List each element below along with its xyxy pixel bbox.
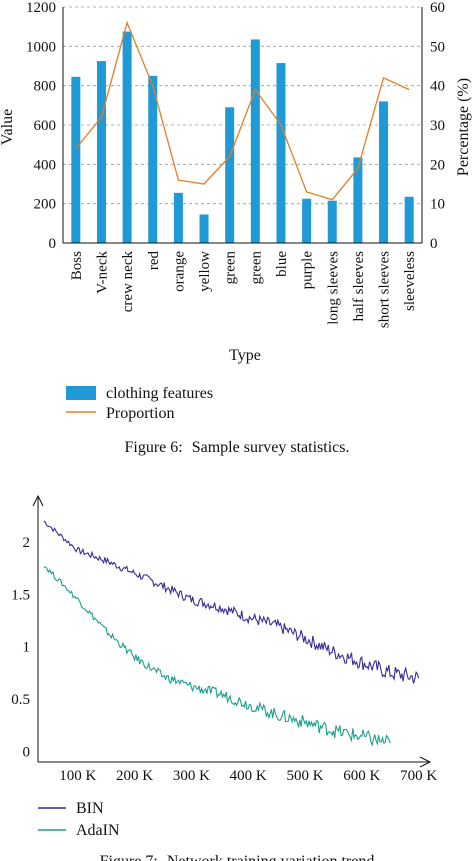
fig6-category-label: red	[146, 251, 162, 271]
fig7-caption-prefix: Figure 7:	[100, 853, 158, 861]
fig6-y2label: Percentage (%)	[455, 78, 472, 176]
fig6-bar	[96, 61, 106, 244]
fig7-caption-text: Network training variation trend	[167, 853, 375, 861]
fig6-bar	[148, 75, 158, 243]
fig7-line-adain	[43, 566, 391, 747]
fig7-x-tick-label: 200 K	[116, 768, 153, 784]
fig6-bar	[71, 76, 81, 243]
fig6-category-labels: Boss V-neck crew neck red orange yellow green g…	[69, 251, 418, 329]
fig7-y-tick-label: 1.5	[11, 587, 30, 603]
fig7-x-tick-label: 400 K	[230, 768, 267, 784]
fig6-category-label: purple	[300, 251, 316, 290]
fig6-left-tick-labels: 0 200 400 600 800 1000 1200	[26, 0, 56, 252]
fig7-y-tick-label: 1	[23, 640, 31, 656]
fig6-left-tick-label: 400	[34, 157, 57, 173]
fig6-right-tick-label: 40	[430, 79, 445, 95]
fig6-bars	[71, 31, 414, 244]
fig7-axes	[32, 494, 432, 768]
fig7-legend-bin-label: BIN	[76, 800, 104, 817]
fig6-bar	[379, 101, 389, 244]
fig6-category-label: short sleeves	[377, 251, 393, 328]
fig6-ylabel: Value	[0, 109, 16, 145]
fig7-legend-adain-label: AdaIN	[76, 822, 120, 839]
fig6-right-tick-label: 0	[430, 236, 438, 252]
fig6-category-label: blue	[274, 251, 290, 277]
fig7-x-tick-label: 500 K	[286, 768, 323, 784]
fig6-legend-bar-swatch	[66, 386, 96, 400]
figure6-bar-line-chart: 0 200 400 600 800 1000 1200 0 10 20 30 40 50 60 Boss…	[0, 0, 472, 456]
fig6-left-tick-label: 1200	[26, 0, 56, 16]
fig6-bar	[327, 200, 337, 243]
fig6-left-tick-label: 800	[34, 79, 57, 95]
fig7-x-tick-labels: 100 K 200 K 300 K 400 K 500 K 600 K 700 K	[59, 768, 437, 784]
fig7-legend: BIN AdaIN	[38, 800, 120, 839]
fig6-legend-bar-label: clothing features	[106, 385, 213, 402]
fig6-category-label: green	[248, 251, 264, 285]
figure7-line-chart: 0 0.5 1 1.5 2 100 K 200 K 300 K 400 K 500 K 600 K…	[11, 494, 437, 861]
fig6-axes	[62, 7, 423, 244]
fig6-proportion-line	[75, 20, 410, 201]
fig6-legend-line-label: Proportion	[106, 405, 174, 422]
fig7-y-tick-label: 0	[23, 745, 31, 761]
fig7-x-tick-label: 100 K	[59, 768, 96, 784]
fig7-series-lines	[43, 520, 420, 747]
fig7-x-axis-arrow	[419, 756, 432, 768]
fig6-right-tick-label: 10	[430, 197, 445, 213]
fig6-right-tick-label: 20	[430, 157, 445, 173]
fig6-bar	[250, 39, 260, 244]
fig7-y-tick-labels: 0 0.5 1 1.5 2	[11, 535, 30, 761]
fig6-left-tick-label: 0	[49, 236, 57, 252]
fig6-category-label: V-neck	[94, 251, 110, 294]
fig6-category-label: sleeveless	[402, 251, 418, 311]
fig6-caption-prefix: Figure 6:	[125, 439, 183, 456]
fig7-x-tick-label: 700 K	[400, 768, 437, 784]
fig6-category-label: green	[223, 251, 239, 285]
fig6-category-label: half sleeves	[351, 251, 367, 322]
fig6-bar	[353, 157, 363, 243]
fig6-category-label: orange	[171, 251, 187, 292]
fig7-y-tick-label: 0.5	[11, 692, 30, 708]
fig6-caption: Figure 6: Sample survey statistics.	[125, 439, 350, 456]
fig7-x-tick-label: 300 K	[173, 768, 210, 784]
fig6-bar	[173, 192, 183, 243]
fig6-gridlines	[63, 6, 422, 205]
fig6-left-tick-label: 200	[34, 197, 57, 213]
fig6-right-tick-labels: 0 10 20 30 40 50 60	[430, 0, 445, 252]
fig7-caption: Figure 7: Network training variation tre…	[100, 853, 375, 861]
fig6-bar	[302, 198, 312, 243]
fig7-y-axis-arrow	[32, 494, 44, 507]
fig6-caption-text: Sample survey statistics.	[192, 439, 350, 456]
fig6-bar	[404, 196, 414, 243]
fig6-right-tick-label: 30	[430, 118, 445, 134]
fig6-category-label: crew neck	[120, 251, 136, 313]
fig6-right-tick-label: 60	[430, 0, 445, 16]
fig6-bar	[276, 63, 286, 243]
fig6-bar	[199, 214, 209, 243]
fig6-left-tick-label: 1000	[26, 39, 56, 55]
fig6-xlabel: Type	[229, 347, 261, 364]
fig6-right-tick-label: 50	[430, 39, 445, 55]
fig6-left-tick-label: 600	[34, 118, 57, 134]
fig6-proportion-line-path	[75, 20, 410, 201]
fig6-legend: clothing features Proportion	[66, 385, 213, 422]
fig7-line-bin	[43, 520, 420, 684]
fig6-bar	[122, 31, 132, 244]
fig7-y-tick-label: 2	[23, 535, 31, 551]
fig6-bar	[225, 107, 235, 243]
fig6-category-label: yellow	[197, 251, 213, 292]
fig6-category-label: long sleeves	[325, 251, 341, 325]
fig6-category-label: Boss	[69, 251, 85, 280]
fig7-x-tick-label: 600 K	[343, 768, 380, 784]
